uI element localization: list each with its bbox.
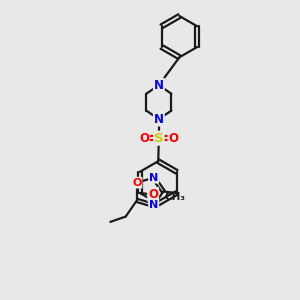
Text: N: N <box>154 112 164 126</box>
Text: O: O <box>132 178 142 188</box>
Text: O: O <box>148 188 158 201</box>
Text: N: N <box>149 173 158 183</box>
Text: S: S <box>154 132 164 145</box>
Text: N: N <box>154 79 164 92</box>
Text: CH₃: CH₃ <box>164 192 185 202</box>
Text: O: O <box>139 132 149 145</box>
Text: O: O <box>169 132 178 145</box>
Text: N: N <box>149 200 158 210</box>
